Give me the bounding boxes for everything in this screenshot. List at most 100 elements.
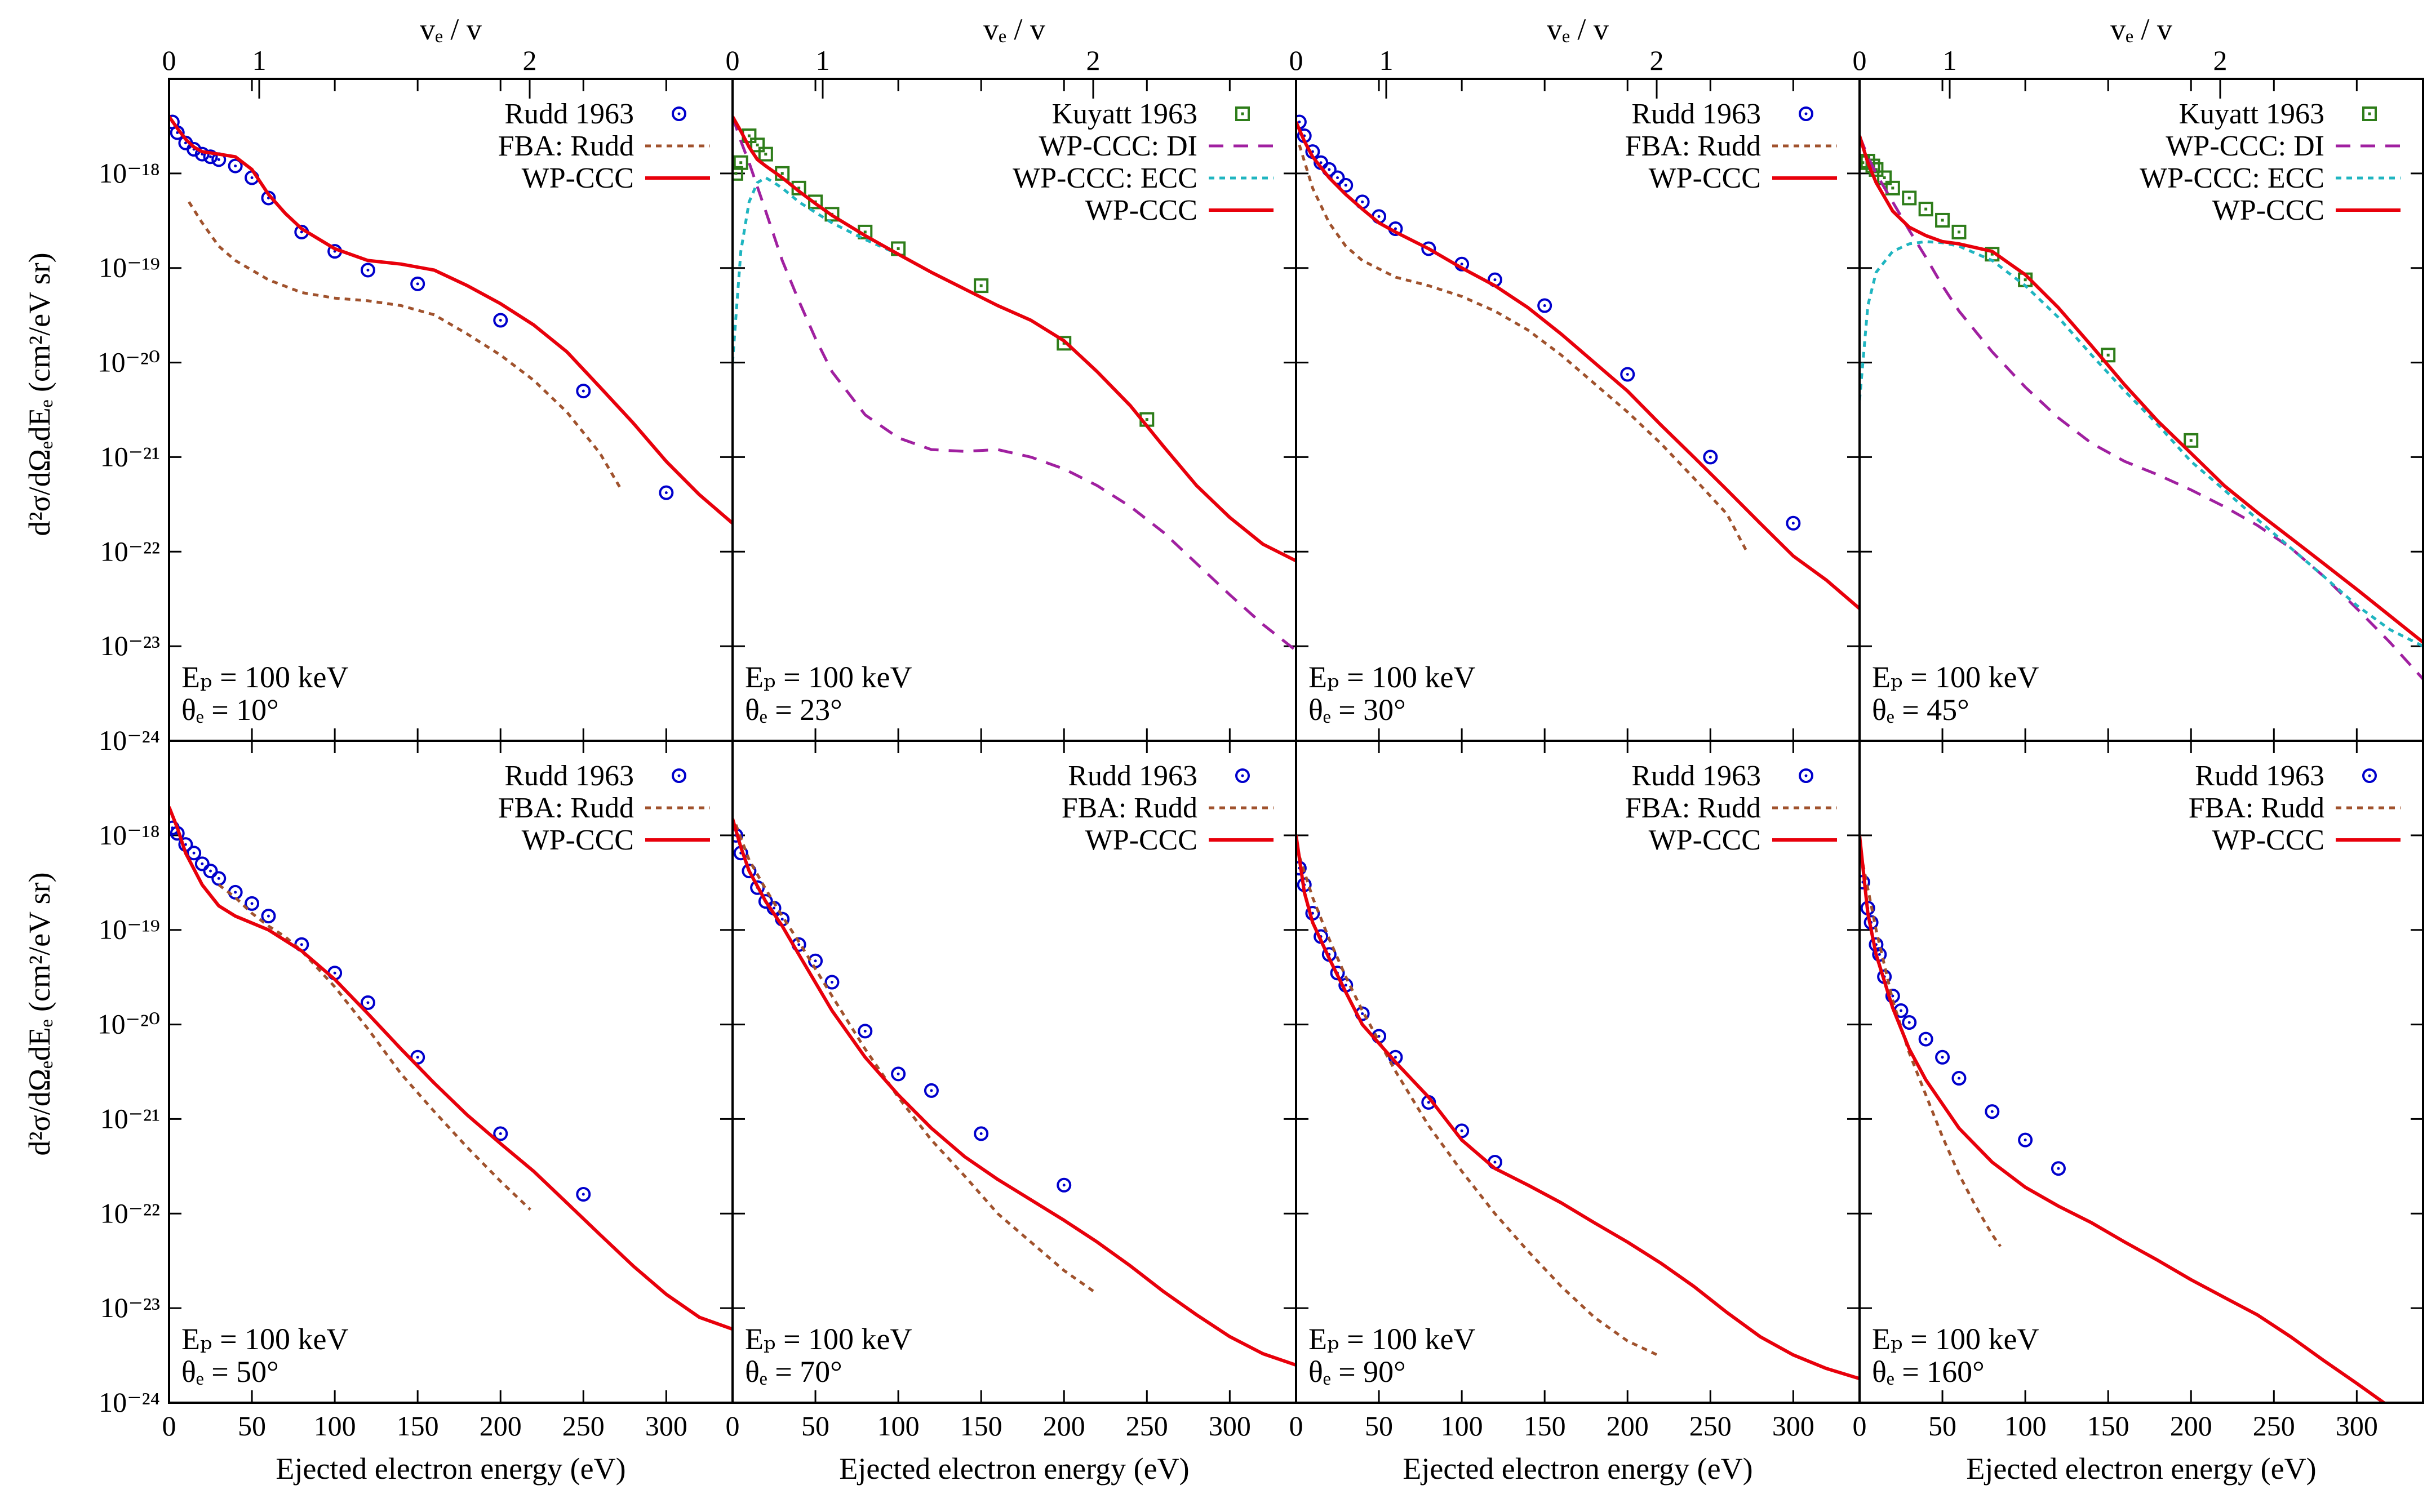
series-line: [1298, 144, 1749, 553]
x-tick-label: 300: [1772, 1410, 1814, 1442]
data-point-center: [2024, 1139, 2027, 1142]
legend-label: WP-CCC: DI: [1039, 130, 1197, 162]
data-point-center: [1924, 1038, 1928, 1041]
top-x-tick-label: 1: [1379, 45, 1394, 76]
legend-label: WP-CCC: DI: [2166, 130, 2324, 162]
data-point-center: [1336, 176, 1339, 180]
series-line: [1860, 135, 2423, 681]
data-point: [1935, 1049, 1950, 1065]
data-point-center: [2189, 439, 2193, 442]
data-point-center: [797, 186, 801, 190]
data-point: [974, 1126, 989, 1141]
y-tick-label: 10⁻²⁴: [99, 1386, 160, 1418]
data-point: [758, 146, 773, 162]
data-point: [493, 1126, 508, 1141]
data-point-center: [1891, 994, 1894, 998]
legend-label: WP-CCC: [2212, 194, 2324, 226]
data-point-center: [2057, 1167, 2060, 1170]
legend-label: WP-CCC: [1085, 824, 1197, 856]
top-x-tick-label: 1: [1943, 45, 1957, 76]
data-point: [1951, 224, 1967, 239]
legend-label: Kuyatt 1963: [1051, 98, 1197, 130]
x-tick-label: 100: [2004, 1410, 2047, 1442]
x-tick-label: 200: [2170, 1410, 2212, 1442]
panel-annotation: θₑ = 30°: [1308, 693, 1406, 727]
y-tick-label: 10⁻²⁰: [97, 1008, 160, 1040]
data-point-center: [1543, 304, 1546, 308]
series-line: [1861, 863, 2002, 1247]
data-point-center: [1957, 1077, 1960, 1080]
x-tick-label: 100: [1441, 1410, 1483, 1442]
data-point: [1799, 106, 1813, 121]
data-point-center: [1941, 1056, 1944, 1059]
panel-7: 0 50 100 150 200 250 300 Ejected electron energ…: [1289, 740, 1861, 1486]
data-point-center: [234, 891, 237, 894]
panel-annotation: Eₚ = 100 keV: [1872, 660, 2039, 694]
data-point: [1703, 450, 1718, 465]
data-point-center: [1900, 1009, 1903, 1012]
y-tick-label: 10⁻²¹: [100, 441, 160, 472]
data-point: [410, 276, 425, 291]
data-point: [576, 384, 591, 399]
data-point-center: [209, 155, 212, 158]
plot-area: [169, 806, 733, 1331]
data-point-center: [366, 1001, 370, 1004]
data-point-center: [201, 862, 204, 865]
y-tick-label: 10⁻²²: [100, 535, 160, 567]
panel-annotation: Eₚ = 100 keV: [1872, 1322, 2039, 1356]
x-tick-label: 150: [1524, 1410, 1566, 1442]
data-point-center: [2368, 112, 2371, 115]
data-point: [360, 263, 375, 278]
series-line: [733, 116, 1296, 652]
x-tick-label: 250: [562, 1410, 605, 1442]
data-point: [228, 158, 243, 174]
top-axis-label: vₑ / v: [420, 12, 482, 46]
data-point-center: [1062, 341, 1066, 345]
data-point-center: [897, 1072, 900, 1075]
data-point: [891, 1066, 906, 1082]
legend-label: FBA: Rudd: [1062, 792, 1197, 824]
data-point: [1235, 768, 1250, 783]
data-point-center: [897, 247, 900, 250]
data-point-center: [184, 141, 187, 145]
legend-label: WP-CCC: [522, 162, 634, 194]
y-tick-label: 10⁻²³: [100, 630, 160, 661]
legend-label: WP-CCC: ECC: [1013, 162, 1197, 194]
panel-6: 0 50 100 150 200 250 300 Ejected electron energ…: [726, 740, 1297, 1486]
series-line: [1296, 121, 1860, 610]
plot-area: [1860, 835, 2387, 1403]
data-point: [742, 864, 757, 879]
series-line: [169, 115, 733, 525]
data-point: [1537, 298, 1552, 313]
data-point-center: [747, 134, 751, 137]
data-point: [672, 768, 686, 783]
data-point-center: [756, 143, 759, 146]
y-tick-label: 10⁻²¹: [100, 1102, 160, 1134]
panel-annotation: Eₚ = 100 keV: [181, 1322, 349, 1356]
y-tick-label: 10⁻²⁴: [99, 724, 160, 756]
data-point-center: [2106, 353, 2110, 357]
data-point-center: [217, 158, 220, 161]
data-point-center: [1145, 418, 1148, 421]
data-point-center: [267, 914, 270, 918]
data-point: [211, 871, 227, 886]
data-point: [576, 1187, 591, 1202]
data-point: [1951, 1071, 1967, 1086]
y-axis-label-top: d²σ/dΩₑdEₑ (cm²/eV sr): [23, 252, 56, 536]
series-line: [734, 824, 1095, 1293]
data-point: [2362, 106, 2377, 121]
data-point-center: [250, 902, 254, 905]
plot-area: [1296, 114, 1860, 610]
data-point-center: [366, 268, 370, 272]
top-x-tick-label: 2: [2213, 45, 2228, 76]
legend-label: Rudd 1963: [1631, 760, 1761, 792]
data-point-center: [1344, 184, 1347, 187]
data-point: [824, 975, 840, 990]
data-point-center: [1460, 1129, 1463, 1132]
top-axis-label: vₑ / v: [1547, 12, 1609, 46]
data-point-center: [1907, 196, 1911, 199]
legend-label: Rudd 1963: [2195, 760, 2324, 792]
data-point-center: [1878, 953, 1881, 956]
